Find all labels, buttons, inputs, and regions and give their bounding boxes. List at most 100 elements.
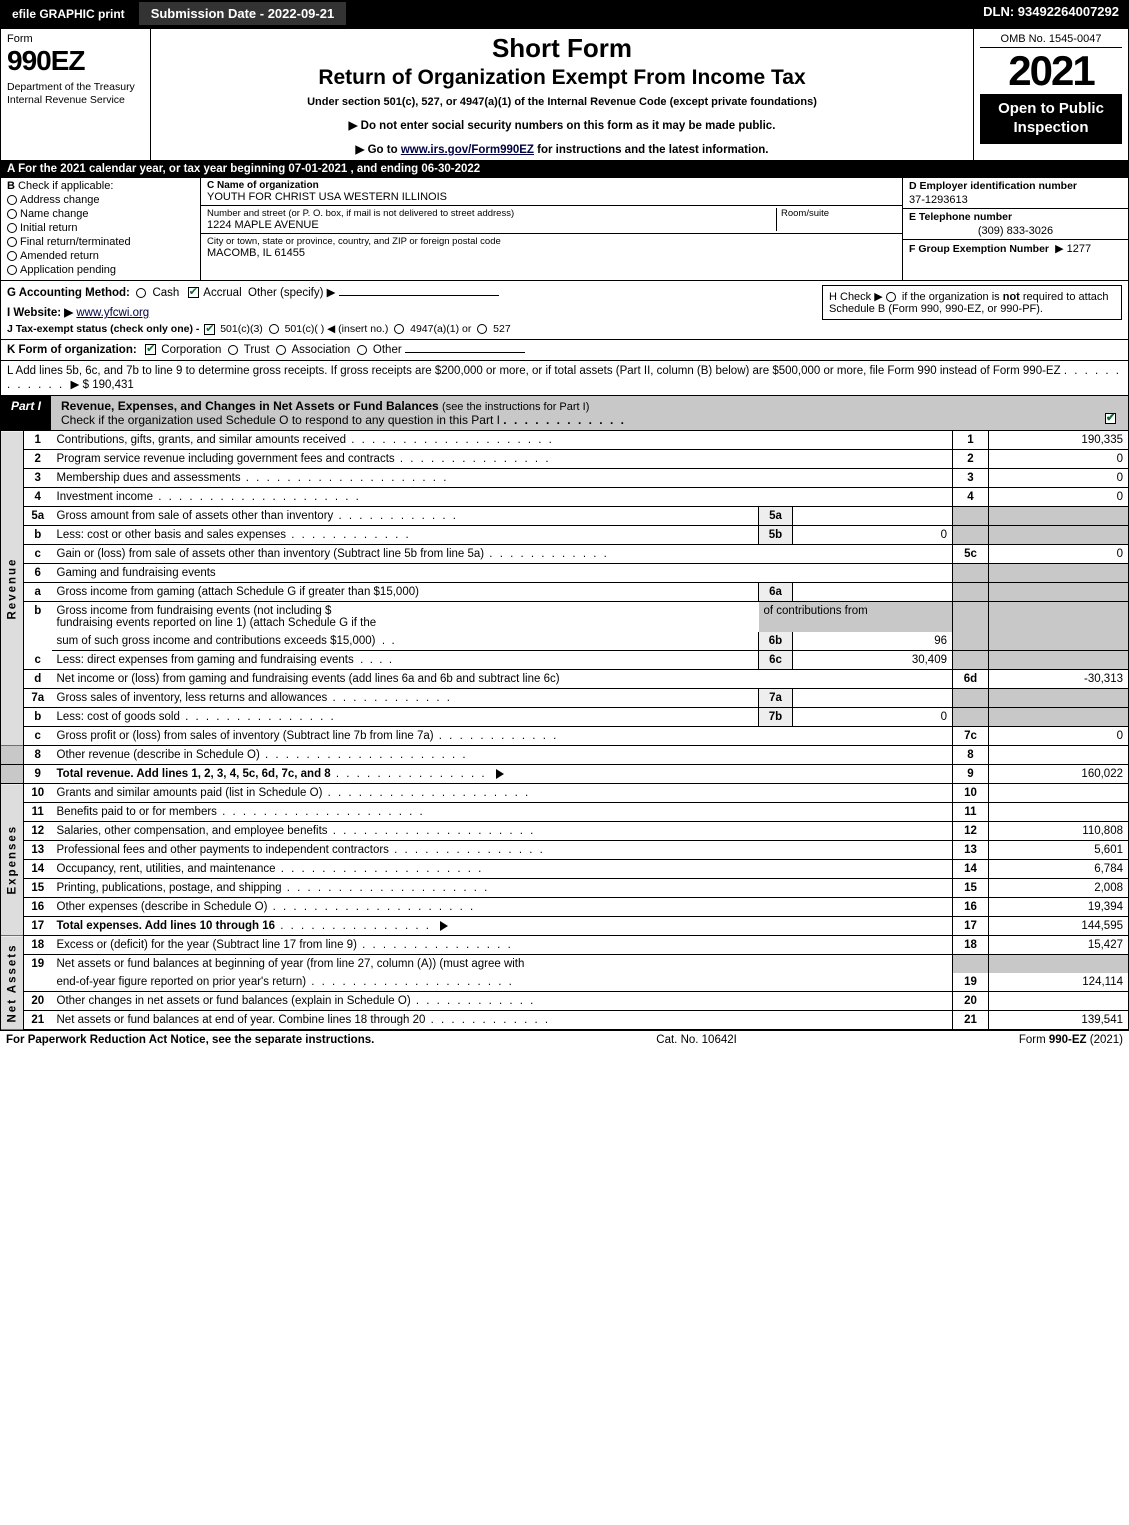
k-trust-label: Trust: [244, 344, 270, 356]
line-6d: dNet income or (loss) from gaming and fu…: [1, 670, 1129, 689]
submission-date: Submission Date - 2022-09-21: [137, 0, 349, 27]
line-12-val: 110,808: [989, 822, 1129, 841]
line-4-ref: 4: [953, 488, 989, 507]
revenue-side-label: Revenue: [1, 431, 24, 746]
footer-mid: Cat. No. 10642I: [656, 1034, 737, 1046]
line-3: 3Membership dues and assessments30: [1, 469, 1129, 488]
e-phone-block: E Telephone number (309) 833-3026: [903, 209, 1128, 240]
line-16-desc: Other expenses (describe in Schedule O): [57, 901, 268, 913]
g-cash-check[interactable]: [136, 288, 146, 298]
d-label: D Employer identification number: [909, 180, 1122, 192]
part-i-title: Revenue, Expenses, and Changes in Net As…: [51, 396, 1128, 430]
line-6b-inval: 96: [793, 632, 953, 651]
line-21-desc: Net assets or fund balances at end of ye…: [57, 1014, 426, 1026]
form-header: Form 990EZ Department of the Treasury In…: [0, 27, 1129, 161]
line-18-desc: Excess or (deficit) for the year (Subtra…: [57, 939, 357, 951]
website-link[interactable]: www.yfcwi.org: [76, 307, 149, 319]
line-2: 2Program service revenue including gover…: [1, 450, 1129, 469]
line-14-ref: 14: [953, 860, 989, 879]
efile-print-button[interactable]: efile GRAPHIC print: [0, 0, 137, 27]
h-not: not: [1003, 291, 1020, 303]
line-7c-ref: 7c: [953, 727, 989, 746]
line-19a-desc: Net assets or fund balances at beginning…: [52, 955, 953, 974]
chk-initial-return[interactable]: Initial return: [7, 222, 194, 234]
chk-name-change[interactable]: Name change: [7, 208, 194, 220]
c-street-label: Number and street (or P. O. box, if mail…: [207, 208, 776, 219]
line-18-ref: 18: [953, 936, 989, 955]
line-6b: bGross income from fundraising events (n…: [1, 602, 1129, 633]
line-8: 8Other revenue (describe in Schedule O)8: [1, 746, 1129, 765]
f-label: F Group Exemption Number: [909, 243, 1049, 255]
line-7a-inval: [793, 689, 953, 708]
line-7b-inval: 0: [793, 708, 953, 727]
line-6b-sum: sum of such gross income and contributio…: [1, 632, 1129, 651]
k-trust-check[interactable]: [228, 345, 238, 355]
line-11-val: [989, 803, 1129, 822]
c-name-label: C Name of organization: [207, 180, 896, 191]
line-5a: 5aGross amount from sale of assets other…: [1, 507, 1129, 526]
line-2-ref: 2: [953, 450, 989, 469]
line-14-desc: Occupancy, rent, utilities, and maintena…: [57, 863, 276, 875]
line-19b: end-of-year figure reported on prior yea…: [1, 973, 1129, 992]
j-501c3-label: 501(c)(3): [220, 323, 263, 335]
line-11-desc: Benefits paid to or for members: [57, 806, 217, 818]
arrow-icon: [440, 921, 448, 931]
section-h: H Check ▶ if the organization is not req…: [822, 285, 1122, 320]
group-exemption-value: 1277: [1067, 243, 1091, 255]
line-15-val: 2,008: [989, 879, 1129, 898]
k-corp-label: Corporation: [161, 344, 221, 356]
chk-address-change[interactable]: Address change: [7, 194, 194, 206]
line-16-val: 19,394: [989, 898, 1129, 917]
line-10-desc: Grants and similar amounts paid (list in…: [57, 787, 323, 799]
line-6: 6Gaming and fundraising events: [1, 564, 1129, 583]
line-13: 13Professional fees and other payments t…: [1, 841, 1129, 860]
line-14: 14 Occupancy, rent, utilities, and mainte…: [1, 860, 1129, 879]
line-6a-inlab: 6a: [759, 583, 793, 602]
part-i-dots: [503, 413, 626, 427]
line-7c: cGross profit or (loss) from sales of in…: [1, 727, 1129, 746]
h-checkbox[interactable]: [886, 292, 896, 302]
line-6c: cLess: direct expenses from gaming and f…: [1, 651, 1129, 670]
page-footer: For Paperwork Reduction Act Notice, see …: [0, 1030, 1129, 1049]
line-5b-inval: 0: [793, 526, 953, 545]
j-527-check[interactable]: [477, 324, 487, 334]
org-street: 1224 MAPLE AVENUE: [207, 219, 776, 231]
line-5b-inlab: 5b: [759, 526, 793, 545]
line-7a: 7aGross sales of inventory, less returns…: [1, 689, 1129, 708]
line-16-ref: 16: [953, 898, 989, 917]
chk-amended-return[interactable]: Amended return: [7, 250, 194, 262]
c-city-label: City or town, state or province, country…: [207, 236, 896, 247]
line-7b-inlab: 7b: [759, 708, 793, 727]
chk-final-return[interactable]: Final return/terminated: [7, 236, 194, 248]
irs-link[interactable]: www.irs.gov/Form990EZ: [401, 144, 534, 156]
line-18-val: 15,427: [989, 936, 1129, 955]
h-mid: if the organization is: [899, 291, 1003, 303]
k-assoc-check[interactable]: [276, 345, 286, 355]
j-label: J Tax-exempt status (check only one) -: [7, 323, 202, 335]
line-6b-inlab: 6b: [759, 632, 793, 651]
k-other-check[interactable]: [357, 345, 367, 355]
line-17-desc: Total expenses. Add lines 10 through 16: [57, 920, 276, 932]
topbar-spacer: [348, 0, 973, 27]
goto-pre: ▶ Go to: [356, 144, 401, 156]
j-501c3-check[interactable]: [204, 324, 215, 335]
j-501c-check[interactable]: [269, 324, 279, 334]
e-label: E Telephone number: [909, 211, 1122, 223]
k-corp-check[interactable]: [145, 344, 156, 355]
room-suite-label: Room/suite: [781, 208, 896, 219]
goto-line: ▶ Go to www.irs.gov/Form990EZ for instru…: [157, 142, 967, 156]
org-info-grid: B Check if applicable: Address change Na…: [0, 178, 1129, 281]
line-6b-contrib: of contributions from: [759, 602, 953, 633]
line-3-ref: 3: [953, 469, 989, 488]
j-4947-label: 4947(a)(1) or: [410, 323, 471, 335]
chk-application-pending[interactable]: Application pending: [7, 264, 194, 276]
part-i-title-text: Revenue, Expenses, and Changes in Net As…: [61, 399, 439, 413]
line-10-ref: 10: [953, 784, 989, 803]
g-accrual-check[interactable]: [188, 287, 199, 298]
part-i-schedule-o-check[interactable]: [1105, 413, 1116, 424]
header-right: OMB No. 1545-0047 2021 Open to Public In…: [973, 29, 1128, 160]
j-4947-check[interactable]: [394, 324, 404, 334]
b-label: B: [7, 180, 15, 192]
revenue-table: Revenue 1Contributions, gifts, grants, a…: [0, 431, 1129, 784]
g-other-line: [339, 295, 499, 296]
